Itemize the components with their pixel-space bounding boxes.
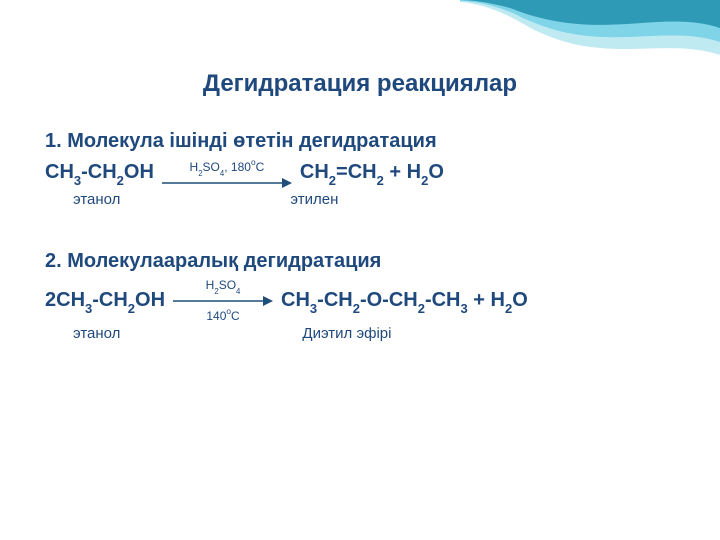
reaction1-right: CH2=CH2 + H2O bbox=[300, 161, 444, 186]
reaction2-labels: этанол Диэтил эфірі bbox=[45, 325, 675, 342]
reaction2-arrow-top: H2SO4 bbox=[206, 279, 241, 295]
reaction2-right: CH3-CH2-O-CH2-CH3 + H2O bbox=[281, 289, 528, 314]
section1-heading: 1. Молекула ішінді өтетін дегидратация bbox=[45, 130, 675, 153]
decorative-swoosh bbox=[460, 0, 720, 80]
section2-heading: 2. Молекулааралық дегидратация bbox=[45, 250, 675, 273]
reaction1-labels: этанол этилен bbox=[45, 191, 675, 208]
reaction2-left: 2CH3-CH2OH bbox=[45, 289, 165, 314]
reaction1-line: CH3-CH2OH H2SO4, 180oC CH2=CH2 + H2O bbox=[45, 159, 675, 189]
reaction2-line: 2CH3-CH2OH H2SO4 140oC CH3-CH2-O-CH2-CH3… bbox=[45, 279, 675, 323]
reaction1-label-left: этанол bbox=[73, 191, 120, 208]
reaction2-arrow: H2SO4 140oC bbox=[173, 279, 273, 323]
reaction1-arrow-top: H2SO4, 180oC bbox=[190, 159, 265, 177]
reaction2-label-right: Диэтил эфірі bbox=[302, 325, 391, 342]
reaction1-label-right: этилен bbox=[290, 191, 338, 208]
reaction1-arrow: H2SO4, 180oC bbox=[162, 159, 292, 189]
reaction2-arrow-bottom: 140oC bbox=[206, 308, 239, 323]
reaction2-label-left: этанол bbox=[73, 325, 120, 342]
reaction1-left: CH3-CH2OH bbox=[45, 161, 154, 186]
